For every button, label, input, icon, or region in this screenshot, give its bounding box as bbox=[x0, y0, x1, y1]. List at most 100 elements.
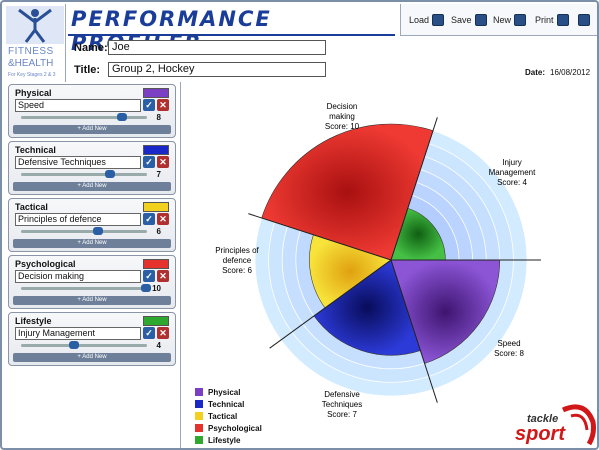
legend-item: Tactical bbox=[195, 410, 262, 422]
slider-thumb[interactable] bbox=[93, 227, 103, 235]
logo-line-1: FITNESS bbox=[8, 46, 54, 57]
score-slider[interactable] bbox=[21, 344, 147, 347]
add-new-label: Add New bbox=[82, 297, 107, 303]
check-icon[interactable]: ✓ bbox=[143, 270, 155, 282]
score-slider[interactable] bbox=[21, 230, 147, 233]
check-icon[interactable]: ✓ bbox=[143, 99, 155, 111]
label-decision-line2: making bbox=[329, 112, 355, 121]
score-sectors bbox=[261, 123, 501, 364]
score-value: 4 bbox=[156, 341, 161, 350]
app-title-bar: PERFORMANCE PROFILER bbox=[68, 4, 395, 55]
score-slider[interactable] bbox=[21, 287, 147, 290]
name-field[interactable]: Joe bbox=[108, 40, 326, 55]
sector-physical[interactable] bbox=[390, 259, 501, 364]
panel-psychological: Psychological Decision making ✓ ✕ 10 + A… bbox=[8, 255, 176, 309]
skill-input[interactable]: Defensive Techniques bbox=[15, 156, 141, 169]
sector-divider bbox=[390, 259, 438, 403]
color-swatch[interactable] bbox=[143, 202, 169, 212]
legend-item: Physical bbox=[195, 386, 262, 398]
add-new-label: Add New bbox=[82, 126, 107, 132]
skill-input[interactable]: Injury Management bbox=[15, 327, 141, 340]
add-new-label: Add New bbox=[82, 354, 107, 360]
legend-item: Lifestyle bbox=[195, 434, 262, 446]
sector-divider bbox=[248, 213, 392, 261]
label-injury-score: Score: 4 bbox=[497, 178, 527, 187]
score-value: 7 bbox=[156, 170, 161, 179]
sector-technical[interactable] bbox=[313, 259, 421, 356]
load-icon[interactable] bbox=[432, 14, 445, 26]
toolbar: Load Save New Print bbox=[400, 4, 597, 36]
delete-icon[interactable]: ✕ bbox=[157, 99, 169, 111]
label-decision: Decision making Score: 10 bbox=[325, 102, 360, 131]
window-menu-button[interactable] bbox=[578, 14, 590, 26]
sector-lifestyle[interactable] bbox=[390, 207, 446, 261]
panel-technical: Technical Defensive Techniques ✓ ✕ 7 + A… bbox=[8, 141, 176, 195]
slider-thumb[interactable] bbox=[117, 113, 127, 121]
label-speed-score: Score: 8 bbox=[494, 349, 524, 358]
fitness-health-logo: FITNESS &HEALTH For Key Stages 2 & 3 bbox=[4, 4, 66, 82]
panel-title: Tactical bbox=[15, 202, 48, 212]
label-defensive-score: Score: 7 bbox=[327, 410, 357, 419]
label-principles: Principles of defence Score: 6 bbox=[215, 246, 259, 275]
title-label: Title: bbox=[74, 64, 101, 76]
legend-label: Lifestyle bbox=[208, 435, 241, 445]
score-slider[interactable] bbox=[21, 173, 147, 176]
delete-icon[interactable]: ✕ bbox=[157, 156, 169, 168]
title-field[interactable]: Group 2, Hockey bbox=[108, 62, 326, 77]
check-icon[interactable]: ✓ bbox=[143, 156, 155, 168]
score-slider[interactable] bbox=[21, 116, 147, 119]
label-defensive-line2: Techniques bbox=[322, 400, 362, 409]
sector-divider bbox=[390, 117, 438, 261]
new-button[interactable]: New bbox=[493, 14, 527, 26]
print-label: Print bbox=[535, 15, 554, 25]
legend-swatch bbox=[195, 400, 203, 408]
delete-icon[interactable]: ✕ bbox=[157, 327, 169, 339]
color-swatch[interactable] bbox=[143, 259, 169, 269]
legend-item: Technical bbox=[195, 398, 262, 410]
check-icon[interactable]: ✓ bbox=[143, 213, 155, 225]
chart-legend: Physical Technical Tactical Psychologica… bbox=[195, 386, 262, 446]
add-new-button[interactable]: + Add New bbox=[13, 353, 171, 362]
sector-tactical[interactable] bbox=[309, 234, 392, 309]
delete-icon[interactable]: ✕ bbox=[157, 213, 169, 225]
panel-lifestyle: Lifestyle Injury Management ✓ ✕ 4 + Add … bbox=[8, 312, 176, 366]
save-icon[interactable] bbox=[474, 14, 487, 26]
skill-input[interactable]: Speed bbox=[15, 99, 141, 112]
delete-icon[interactable]: ✕ bbox=[157, 270, 169, 282]
panel-title: Lifestyle bbox=[15, 316, 52, 326]
title-underline bbox=[68, 34, 395, 36]
sector-psychological[interactable] bbox=[261, 123, 434, 261]
color-swatch[interactable] bbox=[143, 145, 169, 155]
panel-tactical: Tactical Principles of defence ✓ ✕ 6 + A… bbox=[8, 198, 176, 252]
logo-line-2: &HEALTH bbox=[8, 58, 54, 69]
slider-thumb[interactable] bbox=[141, 284, 151, 292]
label-principles-score: Score: 6 bbox=[222, 266, 252, 275]
slider-thumb[interactable] bbox=[69, 341, 79, 349]
add-new-button[interactable]: + Add New bbox=[13, 239, 171, 248]
label-decision-score: Score: 10 bbox=[325, 122, 360, 131]
brand-line2: sport bbox=[515, 423, 566, 445]
save-button[interactable]: Save bbox=[451, 14, 487, 26]
window-menu-icon[interactable] bbox=[578, 14, 590, 26]
new-icon[interactable] bbox=[514, 14, 527, 26]
profile-chart: Decision making Score: 10 Injury Managem… bbox=[215, 102, 541, 419]
legend-swatch bbox=[195, 388, 203, 396]
color-swatch[interactable] bbox=[143, 316, 169, 326]
name-label: Name: bbox=[74, 42, 108, 54]
load-button[interactable]: Load bbox=[409, 14, 445, 26]
check-icon[interactable]: ✓ bbox=[143, 327, 155, 339]
add-new-button[interactable]: + Add New bbox=[13, 182, 171, 191]
skill-input[interactable]: Principles of defence bbox=[15, 213, 141, 226]
legend-swatch bbox=[195, 412, 203, 420]
add-new-label: Add New bbox=[82, 183, 107, 189]
label-decision-line1: Decision bbox=[327, 102, 358, 111]
legend-label: Physical bbox=[208, 387, 241, 397]
slider-thumb[interactable] bbox=[105, 170, 115, 178]
add-new-button[interactable]: + Add New bbox=[13, 296, 171, 305]
color-swatch[interactable] bbox=[143, 88, 169, 98]
skill-input[interactable]: Decision making bbox=[15, 270, 141, 283]
legend-swatch bbox=[195, 436, 203, 444]
print-icon[interactable] bbox=[556, 14, 569, 26]
add-new-button[interactable]: + Add New bbox=[13, 125, 171, 134]
print-button[interactable]: Print bbox=[535, 14, 569, 26]
